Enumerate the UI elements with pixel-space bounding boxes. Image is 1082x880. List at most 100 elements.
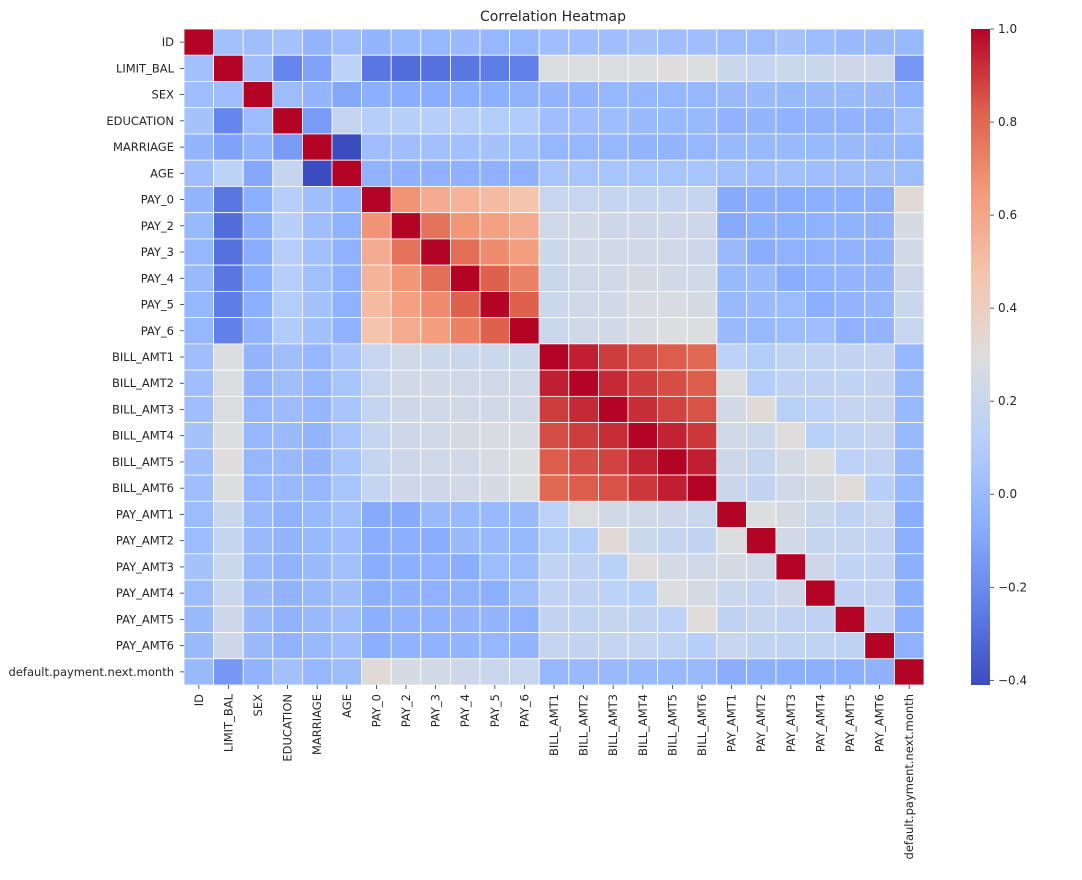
heatmap-cell [272, 343, 303, 371]
x-tick-label: PAY_0 [369, 694, 383, 727]
x-axis-labels: ID LIMIT_BAL SEX EDUCATION MARRIAGE AGE PAY_0 P… [192, 685, 916, 859]
heatmap-cell [361, 264, 392, 292]
heatmap-cell [746, 54, 777, 82]
heatmap-cell [805, 553, 836, 581]
heatmap-cell [864, 81, 895, 109]
heatmap-cell [509, 553, 540, 581]
heatmap-cell [716, 212, 747, 240]
heatmap-cell [242, 553, 274, 581]
heatmap-cell [627, 107, 659, 135]
x-tick-label: EDUCATION [281, 694, 295, 762]
chart-title: Correlation Heatmap [480, 9, 626, 25]
heatmap-cell [568, 474, 599, 502]
heatmap-cell [805, 369, 836, 397]
heatmap-cell [538, 448, 570, 476]
heatmap-cell [686, 264, 718, 292]
heatmap-cell [183, 290, 215, 319]
heatmap-cell [479, 186, 511, 214]
heatmap-cell [568, 395, 599, 423]
heatmap-cell [331, 448, 363, 476]
heatmap-cell [834, 500, 866, 528]
y-tick-label: PAY_AMT4 [116, 586, 174, 600]
heatmap-cell [627, 605, 659, 633]
x-tick-label: PAY_3 [429, 694, 443, 727]
heatmap-cell [242, 369, 274, 397]
heatmap-cell [183, 422, 215, 450]
colorbar-tick-label: 0.4 [998, 301, 1017, 315]
heatmap-cell [627, 422, 659, 450]
heatmap-cell [213, 159, 244, 187]
heatmap-cell [361, 212, 392, 240]
heatmap-cell [686, 527, 718, 555]
heatmap-cell [894, 632, 925, 660]
heatmap-cell [716, 107, 747, 135]
heatmap-cell [657, 658, 688, 686]
heatmap-cell [361, 133, 392, 161]
heatmap-cell [361, 605, 392, 633]
heatmap-cell [301, 81, 333, 109]
heatmap-cell [183, 107, 215, 135]
heatmap-cell [775, 605, 807, 633]
heatmap-cell [301, 369, 333, 397]
heatmap-cell [716, 238, 747, 266]
heatmap-cell [864, 212, 895, 240]
heatmap-cell [183, 474, 215, 502]
heatmap-cell [805, 264, 836, 292]
heatmap-cell [538, 553, 570, 581]
heatmap-cell [894, 28, 925, 56]
heatmap-cell [864, 343, 895, 371]
heatmap-cell [331, 553, 363, 581]
heatmap-cell [301, 395, 333, 423]
heatmap-cell [598, 343, 629, 371]
heatmap-cell [598, 422, 629, 450]
heatmap-cell [301, 317, 333, 345]
heatmap-cell [479, 28, 511, 56]
heatmap-cell [568, 133, 599, 161]
heatmap-cell [775, 632, 807, 660]
heatmap-cell [657, 579, 688, 607]
heatmap-cell [183, 238, 215, 266]
heatmap-cell [864, 186, 895, 214]
heatmap-cell [272, 54, 303, 82]
heatmap-cell [213, 658, 244, 686]
heatmap-cell [834, 422, 866, 450]
heatmap-cell [864, 658, 895, 686]
heatmap-cell [390, 264, 422, 292]
heatmap-cell [568, 212, 599, 240]
heatmap-cell [272, 159, 303, 187]
heatmap-cell [686, 605, 718, 633]
heatmap-cell [390, 54, 422, 82]
heatmap-cell [568, 553, 599, 581]
heatmap-cell [390, 81, 422, 109]
heatmap-cell [746, 81, 777, 109]
heatmap-cell [864, 605, 895, 633]
heatmap-cell [568, 317, 599, 345]
heatmap-cell [272, 133, 303, 161]
heatmap-cell [242, 212, 274, 240]
heatmap-cell [183, 54, 215, 82]
heatmap-cell [183, 212, 215, 240]
heatmap-cell [834, 264, 866, 292]
heatmap-cell [834, 632, 866, 660]
heatmap-cell [538, 81, 570, 109]
y-tick-label: PAY_6 [141, 324, 174, 338]
heatmap-cell [657, 605, 688, 633]
y-tick-label: default.payment.next.month [9, 665, 174, 679]
heatmap-cell [775, 658, 807, 686]
heatmap-cell [716, 186, 747, 214]
heatmap-cell [213, 553, 244, 581]
heatmap-cell [834, 133, 866, 161]
heatmap-cell [242, 527, 274, 555]
heatmap-cell [894, 500, 925, 528]
colorbar [971, 29, 990, 685]
heatmap-cell [272, 448, 303, 476]
heatmap-cell [213, 54, 244, 82]
heatmap-cell [716, 133, 747, 161]
heatmap-cell [864, 28, 895, 56]
heatmap-cell [568, 54, 599, 82]
heatmap-cell [568, 448, 599, 476]
heatmap-cell [627, 395, 659, 423]
heatmap-cell [509, 422, 540, 450]
heatmap-cell [301, 553, 333, 581]
heatmap-cell [864, 159, 895, 187]
